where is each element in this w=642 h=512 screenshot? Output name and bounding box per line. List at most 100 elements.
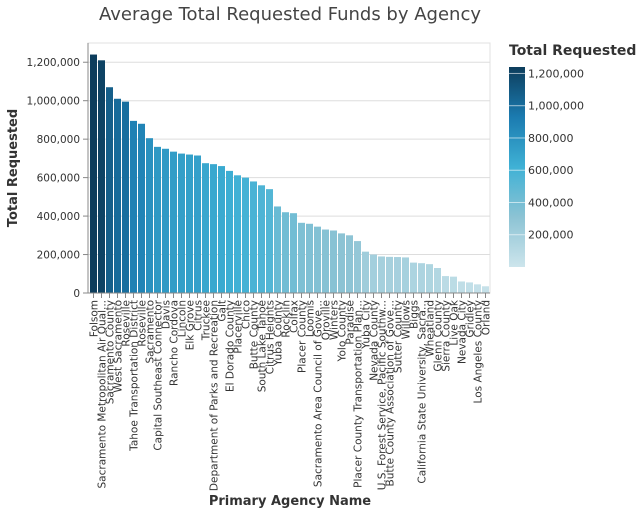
x-tick-label: Truckee	[201, 300, 213, 341]
bar	[378, 256, 385, 293]
bar	[434, 268, 441, 293]
bar	[186, 154, 193, 293]
x-tick-label: Rancho Cordova	[169, 300, 181, 386]
x-tick-label: Colfax	[289, 300, 301, 333]
x-tick-label: Biggs	[409, 300, 421, 329]
bar	[218, 166, 225, 293]
x-tick-label: Gridley	[465, 300, 477, 338]
y-axis-title: Total Requested	[6, 109, 21, 227]
x-tick-label: Live Oak	[449, 299, 461, 345]
x-tick-label: Butte County Association of Gove...	[385, 300, 397, 486]
bar	[466, 282, 473, 293]
x-tick-label: Folsom	[89, 300, 101, 337]
bar	[450, 276, 457, 293]
plot-area: 0 200,000 400,000 600,000 800,000 1,000,000 1,…	[27, 42, 493, 491]
x-tick-label: West Sacramento	[113, 300, 125, 393]
x-tick-label: Tahoe Transportation District	[129, 300, 141, 452]
x-tick-label: Capital Southeast Connector	[153, 299, 165, 450]
x-tick-label: Sutter County	[393, 300, 405, 373]
x-tick-label: South Lake Tahoe	[257, 300, 269, 392]
x-axis-title: Primary Agency Name	[209, 494, 371, 509]
bar	[282, 212, 289, 293]
x-tick-label: Willows	[401, 300, 413, 339]
x-tick-label: Sacramento County	[105, 300, 117, 404]
x-tick-label: Oroville	[321, 300, 333, 340]
x-tick-label: Sierra County	[441, 300, 453, 372]
bar	[402, 257, 409, 293]
bar	[258, 185, 265, 293]
x-tick-label: El Dorado County	[225, 300, 237, 392]
x-tick-label: Nevada County	[369, 300, 381, 381]
bar	[330, 230, 337, 293]
bar	[290, 213, 297, 293]
bar	[370, 254, 377, 293]
x-tick-label: Department of Parks and Recreation	[209, 300, 221, 491]
bar	[250, 181, 257, 293]
bar	[394, 257, 401, 293]
bar	[178, 153, 185, 293]
x-tick-label: California State University, Sacra...	[417, 300, 429, 484]
legend-tick-label: 600,000	[528, 164, 574, 177]
y-tick-label: 800,000	[37, 134, 80, 146]
bar	[386, 256, 393, 293]
bar	[274, 206, 281, 293]
legend-tick-label: 1,200,000	[528, 67, 584, 80]
x-tick-label: Loomis	[305, 300, 317, 337]
x-tick-label: Elk Grove	[185, 300, 197, 350]
bar	[202, 163, 209, 293]
x-tick-label: Winters	[329, 300, 341, 340]
x-tick-label: Placer County	[297, 300, 309, 373]
x-tick-label: Sacramento Metropolitan Air Qual...	[97, 300, 109, 489]
bar	[90, 54, 97, 293]
bar	[146, 138, 153, 293]
bar	[114, 98, 121, 294]
bar	[410, 262, 417, 293]
x-tick-label: Orland	[481, 300, 493, 335]
y-axis-ticks: 0 200,000 400,000 600,000 800,000 1,000,000 1,…	[27, 57, 88, 300]
x-tick-label: Sacramento	[145, 300, 157, 364]
x-tick-label: Nevada City	[457, 300, 469, 364]
x-tick-label: Citrus	[193, 300, 205, 331]
bar	[338, 233, 345, 293]
bar	[130, 120, 137, 293]
bar	[210, 164, 217, 293]
x-tick-label: Glenn County	[433, 300, 445, 372]
x-tick-label: Yuba County	[273, 300, 285, 367]
bar	[442, 276, 449, 293]
bar	[122, 101, 129, 294]
y-tick-label: 200,000	[37, 250, 80, 262]
x-tick-label: Lincoln	[177, 300, 189, 337]
x-tick-label: Davis	[161, 300, 173, 329]
x-tick-label: Wheatland	[425, 300, 437, 357]
bar	[306, 223, 313, 293]
bar	[298, 222, 305, 293]
y-tick-label: 0	[73, 288, 80, 300]
x-tick-label: Roseville	[137, 300, 149, 347]
y-tick-label: 1,000,000	[27, 96, 80, 108]
x-tick-label: Placerville	[233, 300, 245, 354]
bar	[242, 177, 249, 293]
legend-gradient-bar	[509, 67, 525, 267]
legend-tick-label: 1,000,000	[528, 100, 584, 113]
bar	[138, 123, 145, 294]
legend-title: Total Requested	[509, 43, 636, 59]
bar	[266, 189, 273, 293]
x-tick-label: Roseville	[121, 300, 133, 347]
bar	[98, 60, 105, 294]
bar	[106, 87, 113, 293]
bar	[170, 151, 177, 293]
bar	[458, 281, 465, 293]
bar	[426, 264, 433, 293]
x-tick-label: Sacramento Area Council of Gove...	[313, 300, 325, 487]
bar	[194, 155, 201, 293]
legend-tick-label: 800,000	[528, 132, 574, 145]
bar	[418, 263, 425, 293]
bar	[354, 241, 361, 293]
x-tick-label: Los Angeles County	[473, 300, 485, 403]
bars	[90, 54, 489, 294]
bar	[474, 284, 481, 293]
legend-tick-label: 200,000	[528, 229, 574, 242]
x-tick-label: Yolo County	[337, 300, 349, 363]
